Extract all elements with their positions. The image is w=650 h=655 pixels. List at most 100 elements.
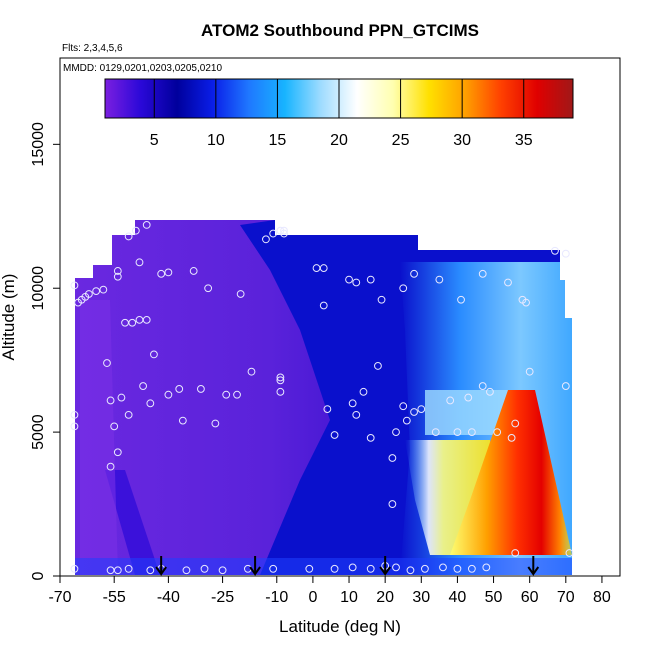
colorbar: 5 10 15 20 25 30 35: [104, 78, 574, 149]
sample-point: [467, 564, 476, 573]
sample-point: [142, 315, 151, 324]
x-tick-label: -10: [265, 589, 288, 606]
sample-point: [478, 269, 487, 278]
sample-point: [236, 290, 245, 298]
sample-point: [110, 422, 119, 431]
sample-point: [99, 285, 108, 294]
y-tick-label: 0: [30, 571, 47, 580]
sample-point: [146, 566, 155, 575]
sample-point: [352, 278, 361, 287]
sample-point: [366, 275, 375, 284]
x-tick-label: -55: [103, 589, 126, 606]
sample-point: [233, 390, 241, 399]
sample-point: [417, 405, 426, 413]
x-tick-label: 30: [412, 589, 430, 606]
sample-point: [146, 399, 155, 408]
sample-point: [511, 419, 520, 428]
flight-marker-arrowhead: [155, 566, 167, 576]
curtain-purple-south-streak: [80, 300, 118, 575]
sample-point: [113, 272, 122, 281]
sample-point: [305, 564, 314, 573]
sample-point: [435, 275, 444, 284]
sample-point: [106, 462, 115, 471]
sample-point: [70, 422, 79, 431]
sample-point: [377, 295, 386, 304]
chart-title: ATOM2 Southbound PPN_GTCIMS: [201, 21, 479, 40]
flight-marker-arrowhead: [527, 566, 540, 576]
colorbar-ticks: 5 10 15 20 25 30 35: [150, 79, 533, 149]
colorbar-tick-label: 25: [392, 132, 410, 149]
x-tick-label: 60: [521, 589, 539, 606]
sample-point: [124, 232, 133, 241]
sample-point: [323, 405, 332, 413]
sample-point: [113, 448, 122, 457]
sample-point: [446, 396, 455, 405]
sample-point: [478, 382, 487, 390]
sample-point: [182, 566, 191, 575]
sample-point: [464, 393, 473, 402]
sample-point: [319, 264, 328, 272]
sample-point: [197, 385, 205, 393]
sample-point: [117, 393, 126, 402]
sample-point: [399, 402, 408, 411]
sample-point: [453, 564, 462, 573]
sample-point: [507, 433, 516, 442]
sample-point: [359, 387, 368, 396]
sample-point: [402, 416, 411, 425]
sample-point: [70, 281, 79, 290]
x-tick-label: 0: [308, 589, 317, 606]
sample-point: [280, 229, 288, 238]
sample-point: [410, 408, 418, 416]
x-axis: -70 -55 -40 -25 -10 0 10 20 30 40 50 60 70 80: [48, 575, 611, 606]
sample-point: [178, 416, 187, 425]
x-tick-label: -70: [48, 589, 71, 606]
sample-point: [113, 566, 122, 575]
sample-point: [103, 359, 111, 367]
sample-point: [189, 267, 198, 275]
sample-point: [157, 269, 166, 278]
sample-point: [453, 428, 462, 437]
sample-point: [269, 229, 278, 238]
x-tick-label: -40: [157, 589, 180, 606]
sample-point: [276, 376, 285, 385]
sample-point: [388, 454, 397, 462]
x-tick-label: 10: [340, 589, 358, 606]
sample-point: [222, 390, 231, 399]
flights-subtitle: Flts: 2,3,4,5,6: [62, 43, 123, 54]
y-axis-label: Altitude (m): [0, 274, 18, 361]
sample-point: [175, 385, 184, 393]
sample-point: [348, 399, 357, 408]
sample-point: [204, 284, 213, 293]
sample-point: [392, 428, 400, 437]
sample-point: [493, 428, 502, 437]
sample-point: [106, 396, 115, 405]
sample-point: [276, 373, 285, 382]
curtain-dark-south-streak: [105, 470, 160, 575]
curtain-near-surface-band: [75, 558, 572, 575]
x-axis-label: Latitude (deg N): [279, 617, 401, 636]
sample-point: [131, 226, 140, 235]
y-tick-label: 15000: [30, 122, 47, 167]
sample-point: [504, 278, 512, 287]
x-tick-label: 50: [485, 589, 503, 606]
sample-point: [142, 221, 151, 229]
sample-point: [124, 564, 133, 573]
sample-point: [139, 382, 147, 390]
dates-subtitle: MMDD: 0129,0201,0203,0205,0210: [63, 63, 222, 74]
sample-point: [388, 500, 397, 508]
sample-point: [70, 410, 79, 419]
sample-point: [92, 287, 101, 296]
y-tick-label: 5000: [30, 414, 47, 450]
sample-point: [280, 226, 288, 235]
colorbar-tick-label: 30: [453, 132, 471, 149]
flight-markers: [155, 556, 540, 576]
sample-point: [218, 566, 227, 575]
sample-point: [366, 433, 375, 442]
x-tick-label: 40: [449, 589, 467, 606]
sample-point: [565, 549, 574, 557]
sample-point: [406, 566, 415, 575]
sample-point: [522, 298, 530, 307]
sample-point: [399, 284, 408, 293]
